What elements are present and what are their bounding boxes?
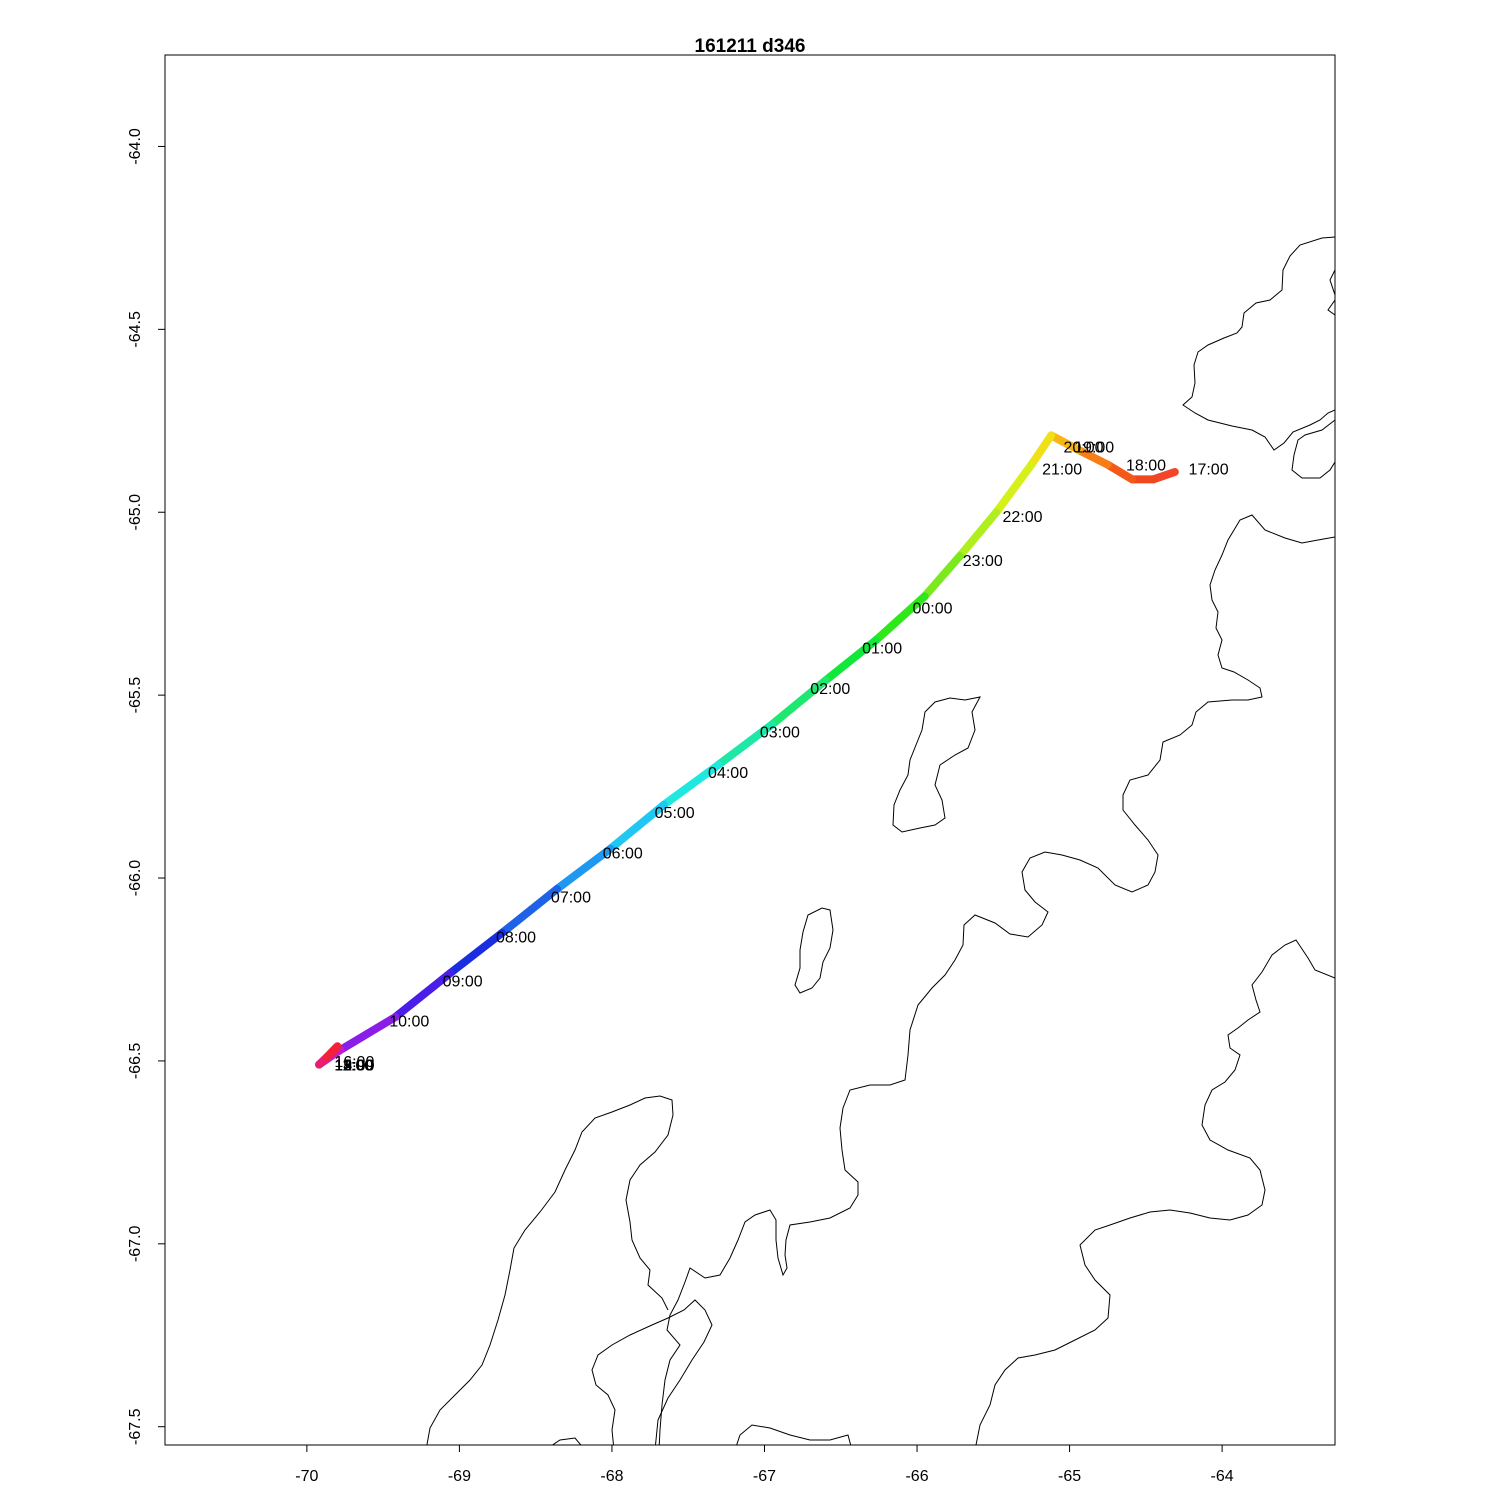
- coastline-southwest-bay: [551, 1437, 582, 1445]
- time-label: 06:00: [603, 845, 643, 862]
- time-label: 22:00: [1002, 509, 1042, 526]
- track-segment: [391, 969, 455, 1022]
- coastline-southeast: [975, 939, 1335, 1445]
- time-label: 23:00: [963, 553, 1003, 570]
- coastline-island-small: [794, 907, 834, 994]
- y-tick-label: -67.0: [127, 1225, 144, 1262]
- time-label: 01:00: [862, 641, 902, 658]
- y-axis: -64.0 -64.5 -65.0 -65.5 -66.0 -66.5 -67.0 -67.5: [127, 128, 165, 1445]
- y-tick-label: -67.5: [127, 1408, 144, 1445]
- time-label: 03:00: [760, 725, 800, 742]
- time-label: 13:00: [334, 1058, 374, 1075]
- time-label: 00:00: [912, 600, 952, 617]
- time-label: 17:00: [1189, 461, 1229, 478]
- track-segment: [920, 552, 964, 601]
- time-label: 14:00: [334, 1058, 374, 1075]
- x-tick-label: -64: [1211, 1468, 1234, 1485]
- track-segment: [606, 800, 668, 853]
- track-segment: [659, 760, 723, 809]
- time-label: 15:00: [334, 1058, 374, 1075]
- track-segment: [871, 592, 929, 645]
- track-segment: [714, 720, 777, 769]
- track-segment: [498, 885, 562, 937]
- coastline-south-bay: [736, 1424, 852, 1445]
- coastline-interior-ridge: [591, 1299, 713, 1445]
- plot-frame: [164, 54, 1336, 1446]
- coastline-northeast: [1182, 236, 1335, 451]
- x-tick-label: -70: [295, 1468, 318, 1485]
- track-segment: [992, 460, 1036, 517]
- y-tick-label: -66.0: [127, 860, 144, 897]
- time-label: 10:00: [389, 1014, 429, 1031]
- y-tick-label: -65.5: [127, 677, 144, 714]
- time-label: 16:00: [334, 1054, 374, 1071]
- track-segment: [1074, 446, 1112, 469]
- coastline-island-east: [1291, 419, 1335, 479]
- time-label: 20:00: [1063, 439, 1103, 456]
- time-label: 21:00: [1042, 461, 1082, 478]
- track-segment: [821, 636, 880, 685]
- track-segment: [1047, 431, 1083, 455]
- y-tick-label: -64.0: [127, 128, 144, 165]
- x-axis: -70 -69 -68 -67 -66 -65 -64: [295, 1445, 1234, 1485]
- x-tick-label: -65: [1058, 1468, 1081, 1485]
- track-segment: [1103, 460, 1137, 484]
- time-label: 02:00: [810, 681, 850, 698]
- time-label: 12:00: [334, 1058, 374, 1075]
- y-tick-label: -66.5: [127, 1043, 144, 1080]
- x-tick-label: -69: [448, 1468, 471, 1485]
- coastline-west-spit: [426, 1095, 674, 1445]
- track-segment: [768, 676, 830, 729]
- track-segment: [955, 508, 1001, 561]
- time-label: 18:00: [1126, 458, 1166, 475]
- coastline-island-central: [892, 696, 981, 833]
- coastline-northeast-tip: [1327, 269, 1335, 316]
- time-label: 09:00: [443, 973, 483, 990]
- y-tick-label: -64.5: [127, 311, 144, 348]
- coastline-layer: [426, 236, 1335, 1445]
- track-segment: [553, 844, 615, 893]
- time-label: 08:00: [496, 930, 536, 947]
- time-label: 04:00: [708, 765, 748, 782]
- track-segment: [1027, 431, 1056, 469]
- track-segment: [446, 928, 507, 978]
- time-label: 11:00: [334, 1058, 373, 1075]
- track-layer: [315, 431, 1179, 1069]
- y-tick-label: -65.0: [127, 494, 144, 531]
- plot-title: 161211 d346: [695, 36, 806, 57]
- time-label: 07:00: [551, 889, 591, 906]
- track-segment: [322, 1042, 342, 1062]
- time-label: 05:00: [655, 805, 695, 822]
- x-tick-label: -66: [905, 1468, 928, 1485]
- time-label: 19:00: [1074, 439, 1114, 456]
- coastline-peninsula: [658, 514, 1335, 1445]
- track-segment: [336, 1013, 400, 1054]
- x-tick-label: -67: [753, 1468, 776, 1485]
- x-tick-label: -68: [600, 1468, 623, 1485]
